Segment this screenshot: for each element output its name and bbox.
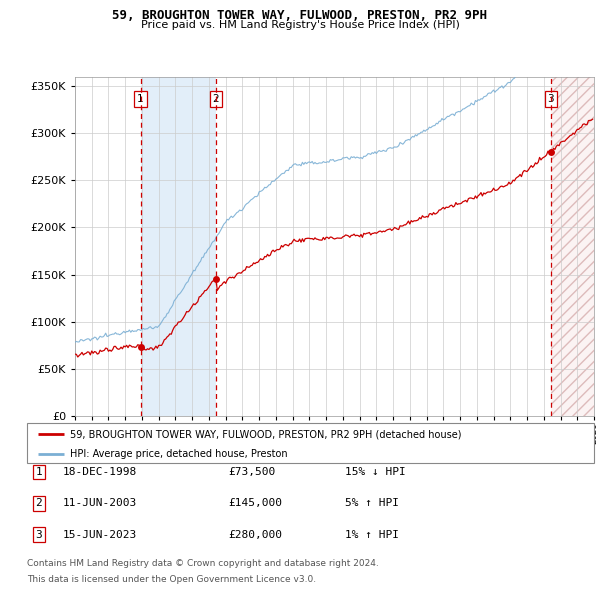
Text: 1% ↑ HPI: 1% ↑ HPI xyxy=(345,530,399,539)
Text: 3: 3 xyxy=(547,94,554,104)
Text: 11-JUN-2003: 11-JUN-2003 xyxy=(63,499,137,508)
Text: £280,000: £280,000 xyxy=(228,530,282,539)
Bar xyxy=(140,77,216,416)
Text: 2: 2 xyxy=(35,499,43,508)
Text: 1: 1 xyxy=(137,94,144,104)
Text: Contains HM Land Registry data © Crown copyright and database right 2024.: Contains HM Land Registry data © Crown c… xyxy=(27,559,379,568)
Bar xyxy=(551,77,594,416)
Text: 1: 1 xyxy=(35,467,43,477)
Text: 59, BROUGHTON TOWER WAY, FULWOOD, PRESTON, PR2 9PH: 59, BROUGHTON TOWER WAY, FULWOOD, PRESTO… xyxy=(113,9,487,22)
Text: 5% ↑ HPI: 5% ↑ HPI xyxy=(345,499,399,508)
Text: 18-DEC-1998: 18-DEC-1998 xyxy=(63,467,137,477)
Bar xyxy=(551,77,594,416)
Text: HPI: Average price, detached house, Preston: HPI: Average price, detached house, Pres… xyxy=(70,450,287,460)
Text: £73,500: £73,500 xyxy=(228,467,275,477)
Text: 59, BROUGHTON TOWER WAY, FULWOOD, PRESTON, PR2 9PH (detached house): 59, BROUGHTON TOWER WAY, FULWOOD, PRESTO… xyxy=(70,430,461,440)
Text: 2: 2 xyxy=(212,94,219,104)
Text: 3: 3 xyxy=(35,530,43,539)
Text: 15-JUN-2023: 15-JUN-2023 xyxy=(63,530,137,539)
Text: 15% ↓ HPI: 15% ↓ HPI xyxy=(345,467,406,477)
Text: Price paid vs. HM Land Registry's House Price Index (HPI): Price paid vs. HM Land Registry's House … xyxy=(140,20,460,30)
Text: This data is licensed under the Open Government Licence v3.0.: This data is licensed under the Open Gov… xyxy=(27,575,316,584)
Text: £145,000: £145,000 xyxy=(228,499,282,508)
